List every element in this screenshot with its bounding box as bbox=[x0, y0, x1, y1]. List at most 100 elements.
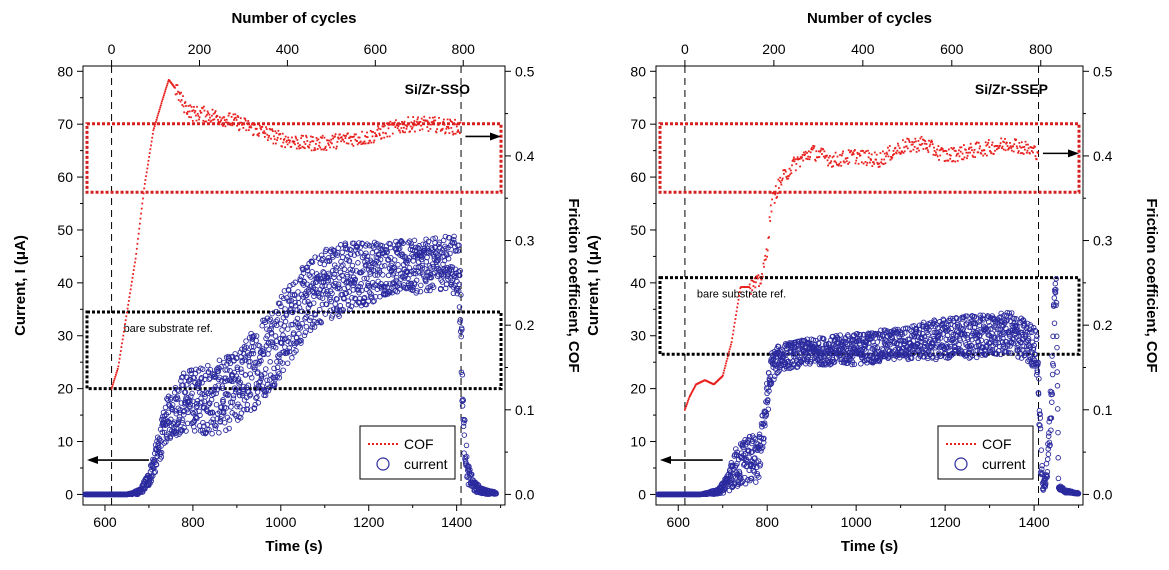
cof-point bbox=[457, 130, 460, 133]
current-point bbox=[238, 410, 245, 416]
cof-point bbox=[303, 147, 306, 150]
cof-point bbox=[834, 151, 837, 154]
current-point bbox=[277, 300, 283, 307]
cof-point bbox=[156, 114, 159, 117]
cof-point bbox=[454, 118, 456, 121]
cof-point bbox=[397, 125, 400, 127]
current-point bbox=[776, 368, 782, 374]
cof-point bbox=[979, 145, 981, 148]
current-point bbox=[179, 419, 185, 426]
cof-point bbox=[873, 151, 876, 154]
current-point bbox=[266, 346, 272, 353]
cof-point bbox=[694, 384, 697, 387]
current-point bbox=[151, 469, 157, 476]
current-point bbox=[457, 267, 463, 274]
cof-point bbox=[906, 137, 909, 140]
current-point bbox=[409, 243, 415, 250]
current-point bbox=[169, 402, 176, 408]
current-point bbox=[316, 318, 323, 324]
cof-point bbox=[1027, 143, 1029, 146]
cof-point bbox=[239, 121, 242, 124]
cof-point bbox=[377, 127, 380, 130]
current-point bbox=[982, 352, 989, 358]
cof-point bbox=[936, 148, 938, 151]
current-point bbox=[1007, 327, 1014, 334]
cof-point bbox=[347, 132, 349, 135]
cof-point bbox=[1015, 145, 1018, 148]
current-point bbox=[851, 361, 858, 368]
current-point bbox=[180, 370, 187, 377]
cof-point bbox=[904, 141, 907, 143]
cof-point bbox=[331, 134, 334, 137]
cof-point bbox=[284, 135, 287, 138]
current-point bbox=[1042, 484, 1048, 490]
cof-point bbox=[750, 279, 753, 282]
cof-point bbox=[939, 148, 942, 151]
current-point bbox=[766, 388, 772, 394]
cof-point bbox=[194, 110, 197, 112]
cof-point bbox=[793, 160, 796, 163]
cof-point bbox=[363, 142, 365, 145]
cof-point bbox=[420, 117, 423, 120]
cof-point bbox=[884, 162, 887, 165]
cof-point bbox=[201, 107, 204, 110]
cof-point bbox=[913, 141, 915, 144]
current-point bbox=[383, 280, 389, 287]
cof-point bbox=[133, 265, 136, 268]
cof-point bbox=[182, 105, 185, 108]
current-point bbox=[764, 399, 771, 406]
current-point bbox=[331, 271, 338, 277]
current-point bbox=[299, 320, 305, 327]
current-point bbox=[319, 295, 326, 301]
cof-point bbox=[259, 127, 262, 129]
cof-point bbox=[445, 127, 448, 130]
cof-point bbox=[150, 140, 153, 143]
cof-point bbox=[399, 123, 402, 125]
cof-point bbox=[371, 130, 373, 133]
cof-point bbox=[229, 124, 232, 126]
cof-point bbox=[1008, 146, 1011, 149]
cof-point bbox=[735, 314, 737, 316]
cof-point bbox=[950, 147, 953, 149]
current-point bbox=[358, 249, 364, 256]
current-point bbox=[390, 270, 397, 276]
y-tick-label: 0 bbox=[65, 486, 73, 502]
current-point bbox=[434, 254, 440, 260]
cof-point bbox=[972, 156, 975, 158]
cof-point bbox=[760, 278, 763, 281]
x2-tick-label: 600 bbox=[364, 41, 388, 57]
current-point bbox=[337, 308, 343, 314]
cof-point bbox=[196, 112, 199, 115]
current-point bbox=[1049, 353, 1055, 359]
cof-point bbox=[289, 139, 291, 142]
current-point bbox=[207, 375, 213, 381]
current-point bbox=[244, 402, 251, 408]
current-point bbox=[341, 295, 347, 302]
current-point bbox=[831, 359, 838, 365]
cof-point bbox=[145, 175, 147, 178]
bare-substrate-label: bare substrate ref. bbox=[697, 289, 786, 301]
cof-point bbox=[285, 141, 288, 143]
cof-point bbox=[981, 149, 984, 152]
current-point bbox=[986, 339, 992, 346]
cof-point bbox=[150, 144, 152, 147]
current-point bbox=[466, 463, 472, 470]
current-point bbox=[220, 410, 227, 416]
cof-point bbox=[334, 133, 337, 135]
cof-point bbox=[1016, 147, 1019, 150]
cof-point bbox=[299, 144, 301, 146]
cof-point bbox=[1020, 146, 1023, 149]
cof-point bbox=[458, 121, 461, 124]
cof-point bbox=[207, 119, 210, 121]
cof-point bbox=[388, 135, 391, 138]
cof-point bbox=[956, 153, 958, 156]
cof-point bbox=[810, 148, 813, 151]
legend-box bbox=[937, 425, 1034, 480]
cof-point bbox=[1003, 141, 1006, 144]
cof-point bbox=[875, 158, 877, 161]
current-point bbox=[414, 288, 420, 294]
cof-point bbox=[446, 126, 448, 128]
current-point bbox=[312, 254, 318, 260]
cof-point bbox=[794, 158, 796, 161]
cof-point bbox=[782, 169, 785, 172]
